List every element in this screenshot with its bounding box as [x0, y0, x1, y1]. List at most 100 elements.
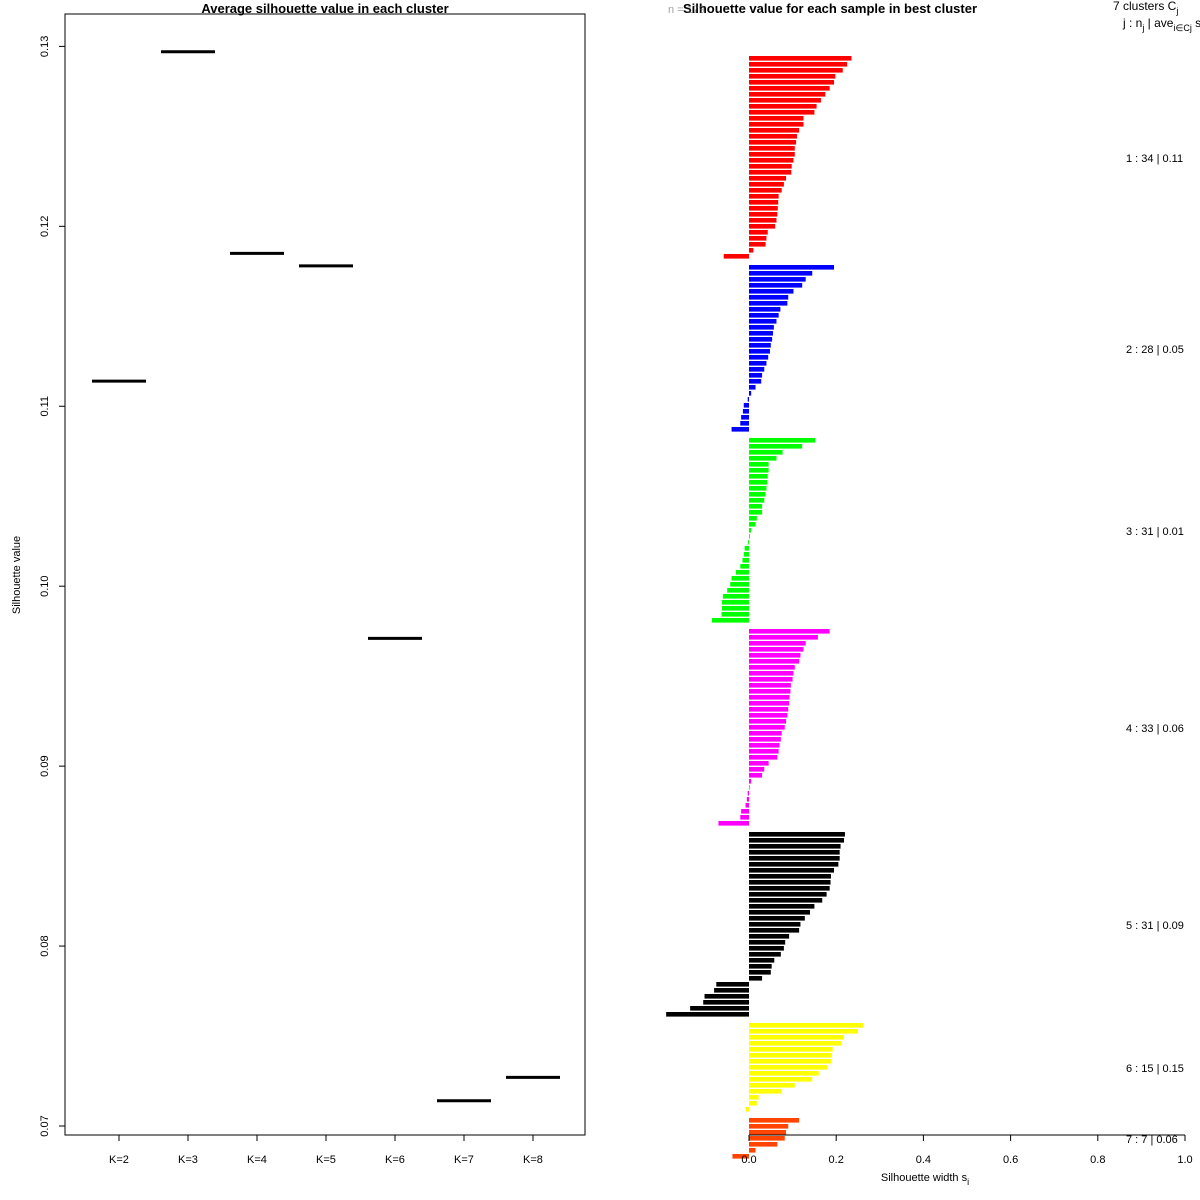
- right-x-tick-label: 0.6: [1003, 1154, 1018, 1166]
- silhouette-bar: [749, 886, 830, 891]
- silhouette-bar: [749, 659, 800, 664]
- silhouette-bar: [749, 713, 788, 718]
- silhouette-bar: [740, 421, 749, 426]
- silhouette-bar: [749, 516, 757, 521]
- silhouette-bar: [749, 367, 765, 372]
- silhouette-bar: [743, 403, 749, 408]
- right-bars: [666, 56, 864, 1159]
- silhouette-bar: [749, 641, 806, 646]
- cluster-summary-label: 4 : 33 | 0.06: [1126, 723, 1184, 735]
- silhouette-bar: [749, 528, 752, 533]
- silhouette-bar: [749, 140, 797, 145]
- silhouette-bar: [749, 892, 827, 897]
- silhouette-bar: [747, 791, 749, 796]
- silhouette-bar: [749, 450, 783, 455]
- silhouette-bar: [745, 1107, 749, 1112]
- right-chart-title: Silhouette value for each sample in best…: [683, 1, 977, 16]
- silhouette-bar: [749, 1101, 757, 1106]
- left-y-tick-label: 0.08: [39, 935, 51, 956]
- silhouette-bar: [732, 1154, 749, 1159]
- silhouette-bar: [749, 958, 775, 963]
- left-y-tick-label: 0.07: [39, 1115, 51, 1136]
- silhouette-bar: [749, 534, 750, 539]
- silhouette-bar: [723, 254, 749, 259]
- silhouette-bar: [749, 480, 768, 485]
- silhouette-bar: [749, 319, 777, 324]
- silhouette-bar: [749, 86, 830, 91]
- left-x-tick-label: K=6: [385, 1154, 405, 1166]
- silhouette-bar: [749, 164, 792, 169]
- silhouette-bar: [749, 1065, 828, 1070]
- left-panel: Average silhouette value in each cluster…: [11, 1, 586, 1166]
- silhouette-bar: [666, 1012, 749, 1017]
- silhouette-bar: [749, 1124, 789, 1129]
- silhouette-bar: [749, 1041, 842, 1046]
- silhouette-bar: [749, 850, 840, 855]
- silhouette-bar: [749, 1053, 832, 1058]
- right-x-tick-label: 0.8: [1090, 1154, 1105, 1166]
- silhouette-bar: [749, 952, 781, 957]
- silhouette-bar: [703, 1000, 749, 1005]
- silhouette-bar: [744, 546, 749, 551]
- silhouette-bar: [749, 1142, 778, 1147]
- left-chart-title: Average silhouette value in each cluster: [201, 1, 448, 16]
- silhouette-bar: [731, 576, 749, 581]
- silhouette-bar: [749, 349, 770, 354]
- silhouette-bar: [749, 946, 784, 951]
- silhouette-bar: [743, 552, 749, 557]
- silhouette-bar: [749, 74, 836, 79]
- silhouette-bar: [749, 737, 781, 742]
- silhouette-bar: [749, 1136, 785, 1141]
- silhouette-bar: [740, 815, 749, 820]
- silhouette-bar: [716, 982, 749, 987]
- silhouette-bar: [749, 665, 795, 670]
- left-y-tick-label: 0.10: [39, 575, 51, 596]
- silhouette-bar: [749, 277, 806, 282]
- legend-header-line-2: j : nj | avei∈Cj s: [1122, 16, 1200, 33]
- silhouette-bar: [730, 582, 749, 587]
- silhouette-bar: [749, 355, 769, 360]
- silhouette-bar: [749, 265, 835, 270]
- silhouette-bar: [749, 719, 787, 724]
- cluster-summary-label: 5 : 31 | 0.09: [1126, 920, 1184, 932]
- silhouette-bar: [749, 1083, 795, 1088]
- silhouette-bar: [742, 409, 749, 414]
- silhouette-bar: [749, 361, 767, 366]
- silhouette-bar: [749, 647, 804, 652]
- silhouette-bar: [749, 856, 840, 861]
- silhouette-bar: [749, 862, 839, 867]
- left-y-tick-label: 0.09: [39, 755, 51, 776]
- silhouette-bar: [721, 612, 749, 617]
- silhouette-bar: [749, 689, 791, 694]
- silhouette-bar: [749, 910, 811, 915]
- silhouette-bar: [745, 803, 749, 808]
- silhouette-bar: [749, 1077, 813, 1082]
- silhouette-bar: [749, 385, 756, 390]
- silhouette-bar: [749, 898, 823, 903]
- silhouette-bar: [749, 731, 782, 736]
- silhouette-bar: [749, 683, 791, 688]
- silhouette-bar: [749, 212, 778, 217]
- right-panel: Silhouette value for each sample in best…: [666, 0, 1200, 1187]
- silhouette-bar: [749, 916, 805, 921]
- left-y-tick-label: 0.11: [39, 396, 51, 417]
- right-x-axis: 0.0 0.2 0.4 0.6 0.8 1.0: [741, 1134, 1193, 1166]
- silhouette-bar: [749, 134, 797, 139]
- silhouette-bar: [749, 880, 831, 885]
- silhouette-bar: [749, 128, 800, 133]
- left-x-tick-label: K=7: [454, 1154, 474, 1166]
- left-y-tick-label: 0.12: [39, 216, 51, 237]
- silhouette-bar: [749, 331, 773, 336]
- silhouette-bar: [749, 874, 831, 879]
- silhouette-bar: [748, 540, 749, 545]
- silhouette-bar: [740, 564, 749, 569]
- left-x-tick-label: K=5: [316, 1154, 336, 1166]
- left-y-tick-label: 0.13: [39, 36, 51, 57]
- silhouette-bar: [749, 236, 767, 241]
- silhouette-bar: [749, 468, 769, 473]
- silhouette-bar: [731, 427, 749, 432]
- silhouette-bar: [749, 1130, 787, 1135]
- silhouette-bar: [741, 809, 749, 814]
- silhouette-bar: [749, 671, 794, 676]
- silhouette-bar: [749, 56, 852, 61]
